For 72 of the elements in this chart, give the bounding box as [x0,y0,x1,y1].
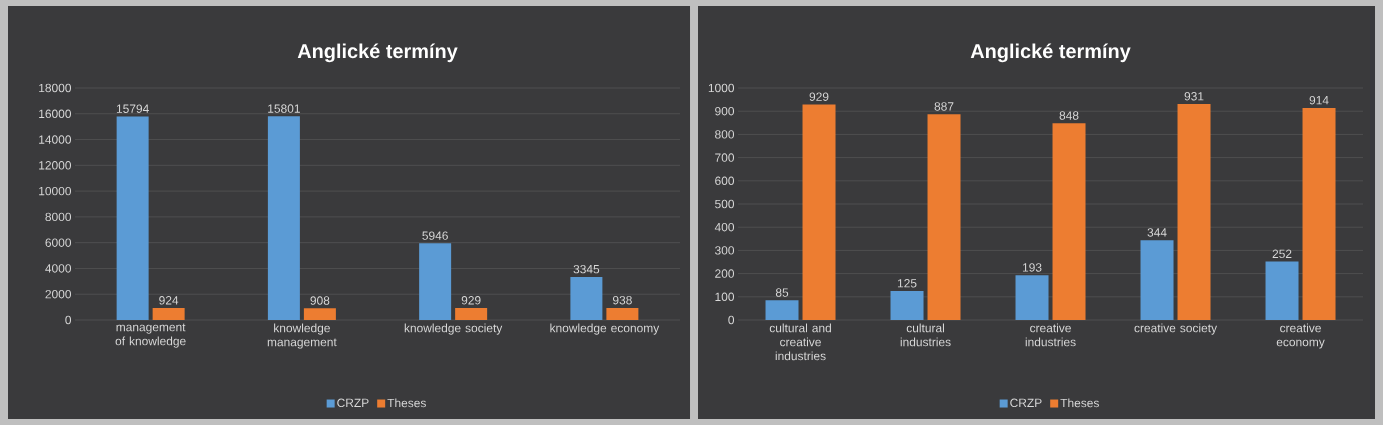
data-label: 15801 [268,104,300,113]
bar [1265,261,1299,320]
y-tick-label: 8000 [45,212,72,222]
data-label: 344 [1147,228,1167,237]
bar [1140,240,1174,320]
bar [927,114,961,320]
bar [419,243,452,320]
data-label: 931 [1184,92,1204,101]
data-label: 938 [612,295,632,305]
chart-title: Anglické termíny [297,43,458,63]
bar [1302,107,1336,320]
bar [1052,123,1086,320]
data-label: 252 [1272,249,1292,259]
y-tick-label: 100 [715,292,735,302]
y-tick-label: 600 [715,176,735,186]
data-label: 887 [934,102,954,111]
data-label: 848 [1059,111,1079,120]
bar [152,308,185,320]
y-tick-label: 1000 [708,83,735,93]
x-tick-label: management of knowledge [115,323,186,348]
x-tick-label: knowledge management [267,323,337,349]
y-tick-label: 4000 [45,264,72,273]
data-label: 15794 [116,104,149,113]
legend-label: Theses [1060,398,1099,408]
bar [606,307,639,320]
y-tick-label: 14000 [39,135,72,144]
y-tick-label: 16000 [39,109,72,118]
x-tick-label: cultural industries [900,323,951,347]
data-label: 5946 [422,231,448,240]
bar [1015,275,1049,320]
data-label: 929 [809,92,829,101]
bar [570,276,603,320]
bar [765,300,799,320]
data-label: 85 [775,288,789,297]
y-tick-label: 12000 [39,161,72,170]
x-tick-label: knowledge society [404,323,503,335]
x-tick-label: creative society [1134,323,1218,335]
x-tick-label: creative industries [1025,323,1076,347]
bar [890,291,924,320]
y-tick-label: 800 [715,130,735,139]
chart-title: Anglické termíny [970,43,1131,63]
data-label: 908 [310,296,330,305]
y-tick-label: 18000 [39,83,72,93]
x-tick-label: cultural and creative industries [769,323,831,361]
data-label: 914 [1309,95,1329,105]
bar [802,104,836,320]
bar [1177,104,1211,320]
y-tick-label: 500 [715,199,735,209]
data-label: 929 [461,296,481,305]
y-tick-label: 0 [728,315,735,325]
x-tick-label: creative economy [1276,323,1325,349]
data-label: 193 [1022,263,1042,272]
bar [303,308,336,320]
bar [116,116,149,320]
y-tick-label: 6000 [45,238,72,247]
y-tick-label: 0 [65,315,72,325]
x-tick-label: knowledge economy [550,323,660,335]
y-tick-label: 900 [715,106,735,116]
legend-label: Theses [387,398,426,408]
data-label: 125 [897,279,917,288]
y-tick-label: 300 [715,246,735,255]
y-tick-label: 10000 [39,186,72,196]
bar [267,116,300,320]
legend-label: CRZP [337,398,369,408]
y-tick-label: 200 [715,269,735,278]
legend-label: CRZP [1010,398,1042,408]
data-label: 924 [159,296,179,305]
y-tick-label: 400 [714,222,735,232]
y-tick-label: 700 [715,153,735,162]
data-label: 3345 [573,264,600,274]
y-tick-label: 2000 [45,289,72,299]
bar [455,308,488,320]
